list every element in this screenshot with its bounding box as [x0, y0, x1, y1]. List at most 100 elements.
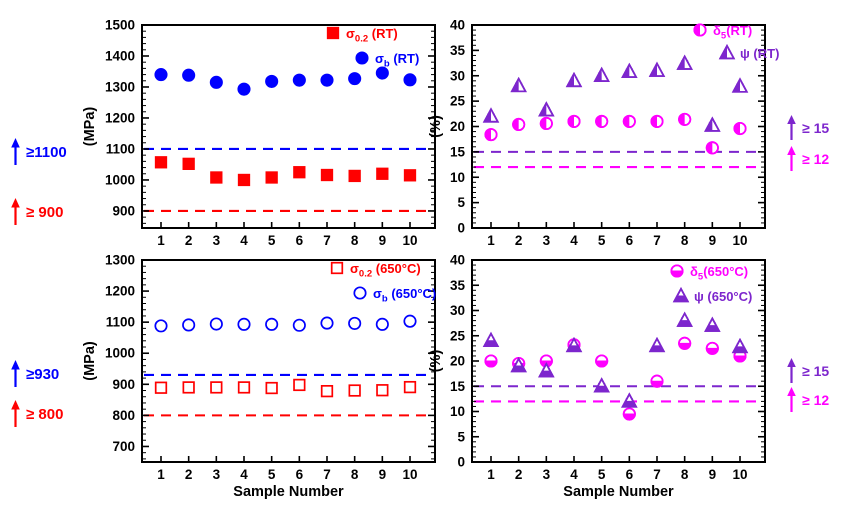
x-tick-label: 8 — [351, 467, 359, 482]
y-tick-label: 20 — [450, 354, 465, 369]
legend-label: δ5(650°C) — [690, 264, 748, 283]
x-tick-label: 7 — [323, 233, 331, 248]
data-point — [237, 317, 251, 331]
data-point — [484, 354, 498, 368]
x-tick-label: 10 — [402, 467, 417, 482]
data-point — [676, 54, 693, 70]
y-tick-label: 900 — [112, 377, 135, 392]
data-point — [482, 331, 500, 348]
y-tick-label: 800 — [112, 408, 135, 423]
threshold-sigma-650-blue: ≥930 — [10, 360, 59, 388]
series-sigmab-rt — [154, 66, 417, 96]
data-point — [154, 68, 168, 82]
data-point — [565, 71, 583, 88]
series-sigma02-650 — [154, 378, 417, 398]
series-psi-650 — [482, 311, 749, 408]
data-point — [265, 317, 279, 331]
threshold-label: ≥ 12 — [802, 392, 830, 408]
x-tick-label: 8 — [681, 467, 689, 482]
x-tick-label: 9 — [709, 467, 717, 482]
plot-border — [471, 259, 766, 463]
x-tick-label: 3 — [543, 467, 551, 482]
up-arrow-icon — [11, 138, 20, 165]
up-arrow-icon — [787, 146, 796, 171]
legend-marker — [355, 51, 369, 65]
y-tick-label: 40 — [450, 18, 465, 33]
x-axis-title: Sample Number — [233, 484, 344, 500]
y-tick-label: 25 — [450, 94, 466, 109]
legend-marker — [718, 44, 736, 60]
data-point — [237, 381, 251, 394]
chart-ductility-rt: 0 5 10 15 20 25 30 35 40 1 2 3 4 5 6 7 8 9 10 δ5(RT) ψ (RT) (… — [428, 18, 779, 249]
data-point — [292, 73, 306, 87]
data-point — [237, 82, 251, 96]
x-tick-label: 3 — [543, 233, 551, 248]
y-tick-label: 1100 — [106, 315, 135, 330]
threshold-label: ≥1100 — [26, 143, 67, 161]
legend-marker — [330, 261, 344, 275]
legend: δ5(650°C) ψ (650°C) — [670, 264, 752, 304]
y-axis: 900 1000 1100 1200 1300 1400 1500 — [105, 18, 435, 224]
y-axis: 0 5 10 15 20 25 30 35 40 — [450, 253, 765, 470]
data-point — [376, 384, 389, 397]
y-tick-label: 5 — [457, 195, 465, 210]
data-point — [320, 73, 334, 87]
data-point — [376, 167, 389, 180]
y-tick-label: 35 — [450, 43, 466, 58]
x-tick-label: 1 — [157, 467, 165, 482]
x-tick-label: 9 — [709, 233, 717, 248]
y-tick-label: 5 — [457, 429, 465, 444]
x-tick-label: 7 — [653, 233, 661, 248]
plot-border — [141, 259, 436, 463]
data-point — [348, 316, 362, 330]
data-point — [265, 171, 278, 184]
data-point — [678, 336, 692, 350]
y-tick-label: 15 — [450, 379, 466, 394]
data-point — [593, 377, 610, 393]
data-point — [622, 114, 636, 128]
legend-label: δ5(RT) — [713, 23, 752, 42]
y-tick-label: 1300 — [105, 79, 135, 94]
y-tick-label: 1500 — [105, 18, 135, 33]
y-axis: 700 800 900 1000 1100 1200 1300 — [105, 253, 435, 460]
legend: σ0.2 (RT) σb (RT) — [326, 26, 419, 70]
y-tick-label: 25 — [450, 328, 466, 343]
data-point — [320, 168, 334, 182]
chart-strength-rt: 900 1000 1100 1200 1300 1400 1500 1 2 3 4 5 6 7 8 9 10 σ0… — [82, 18, 436, 248]
y-tick-label: 40 — [450, 253, 465, 268]
x-axis: 1 2 3 4 5 6 7 8 9 10 — [487, 222, 748, 248]
legend-label: ψ (RT) — [740, 46, 779, 61]
x-tick-label: 6 — [296, 233, 304, 248]
data-point — [210, 381, 223, 394]
x-tick-label: 10 — [732, 233, 747, 248]
y-tick-label: 1000 — [105, 172, 135, 187]
threshold-label: ≥ 800 — [26, 405, 64, 423]
threshold-delta-rt: ≥ 12 — [786, 146, 829, 172]
y-tick-label: 0 — [457, 455, 465, 470]
y-tick-label: 1400 — [105, 48, 135, 63]
x-tick-label: 7 — [323, 467, 331, 482]
data-point — [320, 384, 334, 398]
data-point — [621, 392, 638, 408]
y-tick-label: 1200 — [105, 110, 135, 125]
series-delta5-rt — [484, 112, 747, 155]
x-tick-label: 8 — [681, 233, 689, 248]
x-axis-title: Sample Number — [563, 484, 674, 500]
data-point — [733, 121, 747, 136]
data-point — [210, 171, 223, 184]
threshold-sigma02-rt-min: ≥ 900 — [10, 198, 63, 226]
data-point — [320, 316, 334, 330]
data-point — [595, 114, 609, 128]
data-point — [265, 381, 278, 395]
data-point — [403, 169, 417, 182]
y-tick-label: 1300 — [105, 253, 135, 268]
x-tick-label: 5 — [598, 467, 606, 482]
chart-strength-650: 700 800 900 1000 1100 1200 1300 1 2 3 4 5 6 7 8 9 10 σ0.2… — [82, 253, 436, 501]
series-sigmab-650 — [154, 314, 417, 333]
data-point — [705, 141, 719, 155]
data-point — [704, 316, 721, 332]
data-point — [375, 317, 389, 331]
y-axis-title: (MPa) — [82, 341, 98, 381]
data-point — [648, 336, 666, 353]
x-tick-label: 10 — [402, 233, 417, 248]
